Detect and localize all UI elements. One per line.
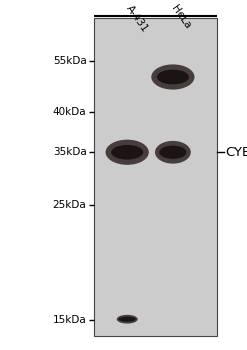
- Ellipse shape: [155, 141, 191, 164]
- Ellipse shape: [117, 315, 138, 323]
- Text: CYB5R1: CYB5R1: [225, 146, 247, 159]
- Text: 25kDa: 25kDa: [53, 200, 86, 210]
- Ellipse shape: [119, 317, 136, 322]
- Text: A-431: A-431: [125, 3, 150, 34]
- Ellipse shape: [157, 70, 189, 84]
- FancyBboxPatch shape: [94, 18, 217, 336]
- Text: 35kDa: 35kDa: [53, 147, 86, 157]
- Ellipse shape: [151, 64, 194, 90]
- Ellipse shape: [159, 146, 186, 159]
- Text: 40kDa: 40kDa: [53, 107, 86, 117]
- Text: 55kDa: 55kDa: [53, 56, 86, 66]
- Ellipse shape: [106, 140, 149, 165]
- Ellipse shape: [111, 145, 143, 160]
- Text: HeLa: HeLa: [169, 3, 192, 30]
- Text: 15kDa: 15kDa: [53, 315, 86, 325]
